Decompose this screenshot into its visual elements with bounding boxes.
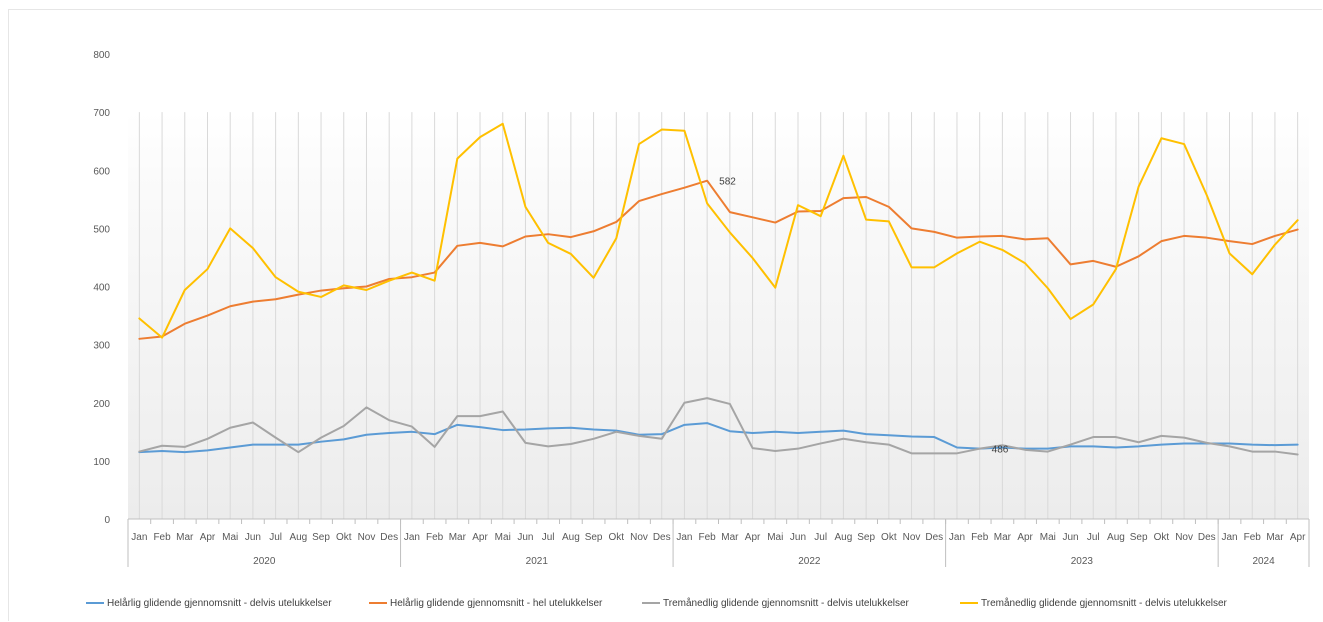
chart-frame [8, 9, 1322, 621]
x-tick-label: Jun [790, 532, 806, 543]
x-tick-label: Feb [426, 532, 444, 543]
y-tick-label: 0 [104, 515, 110, 526]
x-tick-label: Mar [449, 532, 467, 543]
x-tick-label: Okt [336, 532, 352, 543]
x-tick-label: Mar [176, 532, 194, 543]
y-tick-label: 600 [93, 166, 110, 177]
x-tick-label: Mai [1040, 532, 1056, 543]
x-tick-label: Aug [562, 532, 580, 543]
x-tick-label: Sep [312, 532, 330, 543]
x-tick-label: Apr [200, 532, 216, 543]
x-tick-label: Jan [676, 532, 692, 543]
y-tick-label: 500 [93, 224, 110, 235]
x-tick-label: Nov [358, 532, 376, 543]
x-tick-label: Aug [1107, 532, 1125, 543]
x-tick-label: Mar [994, 532, 1012, 543]
x-tick-label: Sep [1130, 532, 1148, 543]
x-tick-label: Des [1198, 532, 1216, 543]
x-tick-label: Feb [699, 532, 717, 543]
year-label: 2020 [253, 556, 276, 567]
x-tick-label: Apr [745, 532, 761, 543]
x-tick-label: Feb [153, 532, 171, 543]
x-tick-label: Jan [404, 532, 420, 543]
x-tick-label: Jan [1221, 532, 1237, 543]
x-tick-label: Sep [585, 532, 603, 543]
x-tick-label: Mar [721, 532, 739, 543]
x-tick-label: Apr [1017, 532, 1033, 543]
x-tick-label: Sep [857, 532, 875, 543]
legend-label: Helårlig glidende gjennomsnitt - delvis … [107, 597, 332, 609]
legend-label: Tremånedlig glidende gjennomsnitt - delv… [981, 597, 1228, 609]
x-tick-label: Jul [269, 532, 282, 543]
x-tick-label: Des [380, 532, 398, 543]
x-tick-label: Apr [1290, 532, 1306, 543]
x-tick-label: Okt [881, 532, 897, 543]
plot-area [128, 112, 1309, 519]
y-tick-label: 400 [93, 283, 110, 294]
x-tick-label: Jun [245, 532, 261, 543]
x-tick-label: Mar [1266, 532, 1284, 543]
x-tick-label: Aug [289, 532, 307, 543]
y-tick-label: 200 [93, 399, 110, 410]
x-tick-label: Feb [971, 532, 989, 543]
x-tick-label: Okt [609, 532, 625, 543]
x-tick-label: Mai [767, 532, 783, 543]
x-tick-label: Aug [835, 532, 853, 543]
year-label: 2022 [798, 556, 821, 567]
y-tick-label: 700 [93, 108, 110, 119]
x-tick-label: Nov [903, 532, 921, 543]
x-tick-label: Nov [630, 532, 648, 543]
x-tick-label: Mai [495, 532, 511, 543]
x-tick-label: Jul [542, 532, 555, 543]
legend-label: Tremånedlig glidende gjennomsnitt - delv… [663, 597, 910, 609]
series-line-4 [138, 122, 1299, 339]
year-label: 2023 [1071, 556, 1094, 567]
x-tick-label: Feb [1244, 532, 1262, 543]
x-tick-label: Okt [1154, 532, 1170, 543]
x-tick-label: Jul [814, 532, 827, 543]
y-tick-label: 100 [93, 457, 110, 468]
series-line-1 [138, 422, 1299, 454]
x-tick-label: Nov [1175, 532, 1193, 543]
x-tick-label: Jan [131, 532, 147, 543]
year-label: 2024 [1252, 556, 1275, 567]
x-tick-label: Jul [1087, 532, 1100, 543]
x-tick-label: Apr [472, 532, 488, 543]
x-tick-label: Jun [1062, 532, 1078, 543]
series-line-3 [138, 397, 1299, 456]
x-tick-label: Des [925, 532, 943, 543]
series-line-2 [138, 179, 1299, 340]
x-tick-label: Mai [222, 532, 238, 543]
data-label: 486 [992, 445, 1009, 456]
y-tick-label: 800 [93, 50, 110, 61]
x-tick-label: Des [653, 532, 671, 543]
x-tick-label: Jun [517, 532, 533, 543]
data-label: 582 [719, 177, 736, 188]
legend-label: Helårlig glidende gjennomsnitt - hel ute… [390, 597, 603, 609]
y-tick-label: 300 [93, 341, 110, 352]
x-tick-label: Jan [949, 532, 965, 543]
year-label: 2021 [526, 556, 549, 567]
